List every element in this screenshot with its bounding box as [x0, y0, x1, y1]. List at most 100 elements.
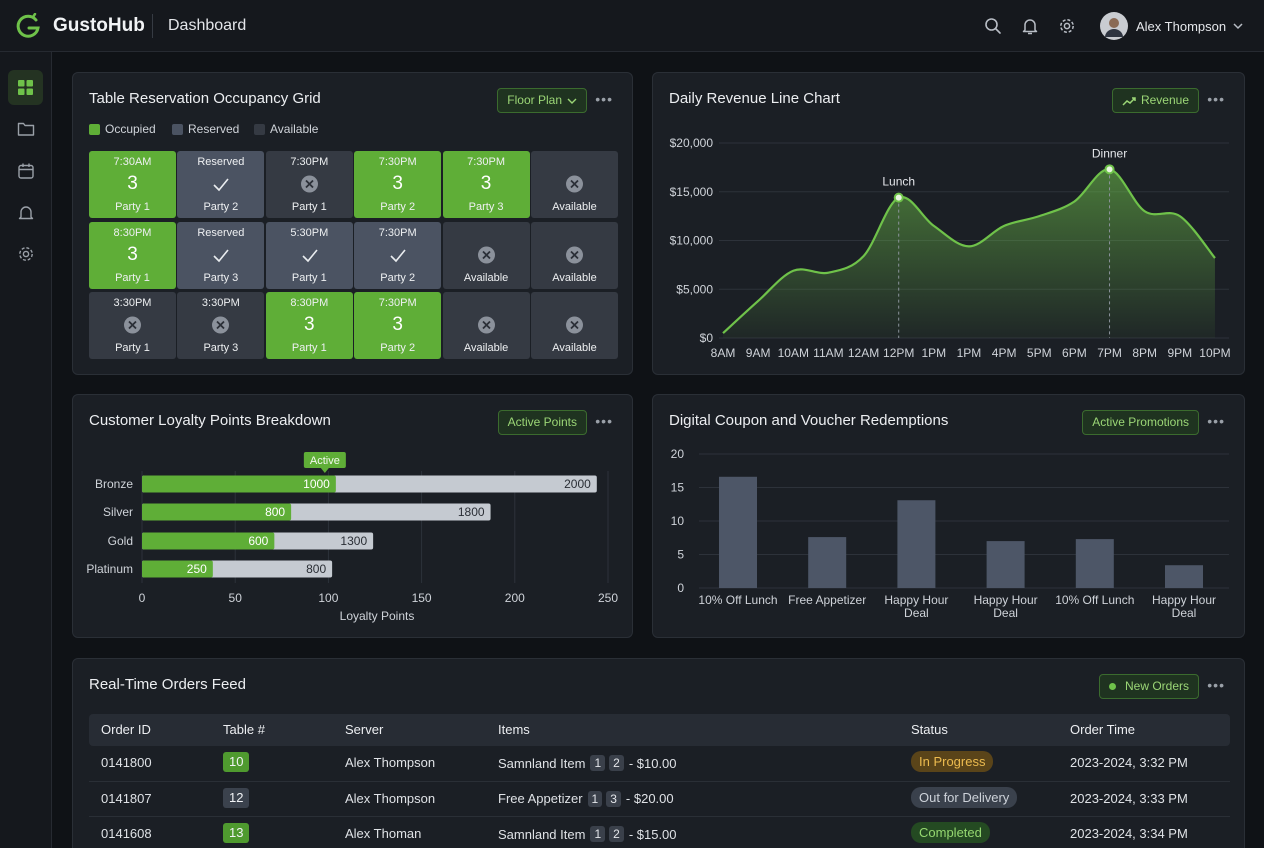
button-label: Active Points	[507, 415, 577, 429]
nav-calendar[interactable]	[17, 162, 35, 180]
y-tick-label: Silver	[103, 505, 133, 519]
user-name[interactable]: Alex Thompson	[1136, 19, 1227, 34]
trend-icon	[1122, 96, 1136, 106]
status-icon	[212, 316, 230, 334]
party-size: 3	[392, 173, 403, 194]
active-callout	[303, 452, 346, 468]
line-chart: $0 $5,000 $10,000 $15,000 $20,000 8AM 9AM 10AM 1…	[670, 136, 1231, 360]
panel-action-button[interactable]: Active Promotions	[1082, 410, 1199, 435]
table-row[interactable]: 0141807 12 Alex Thompson Free Appetizer 1 3 - …	[73, 786, 1246, 811]
series-name: Active	[310, 455, 340, 467]
bar-label: 1800	[458, 505, 485, 519]
bar-label: 800	[265, 505, 285, 519]
order-time: 2023-2024, 3:32 PM	[1070, 755, 1188, 770]
y-tick-label: 20	[671, 447, 685, 461]
table-row[interactable]: 0141800 10 Alex Thompson Samnland Item 1 2- $…	[73, 751, 1246, 775]
bar	[1165, 565, 1203, 588]
x-icon-cross	[305, 179, 314, 189]
trend-line	[1122, 96, 1136, 106]
user-menu-chevron[interactable]	[1232, 21, 1244, 31]
y-tick-label: $20,000	[670, 136, 714, 150]
table-cell[interactable]: Available	[531, 221, 618, 289]
x-icon-cross	[216, 320, 226, 330]
table-cell[interactable]: Available	[442, 292, 530, 359]
annotation-marker	[1104, 164, 1115, 175]
status-badge: Completed	[911, 822, 990, 843]
settings-icon[interactable]	[1058, 17, 1076, 35]
table-cell[interactable]: 7:30AM 3 Party 1	[89, 151, 176, 218]
status-icon	[300, 175, 318, 193]
x-tick-label: 5PM	[1027, 346, 1052, 360]
table-cell[interactable]: Available	[531, 151, 618, 218]
status-badge: Out for Delivery	[911, 786, 1018, 808]
item-option: 2	[609, 826, 624, 842]
table-cell[interactable]: Reserved Party 3	[177, 221, 265, 289]
nav-settings[interactable]	[17, 245, 35, 263]
cell-party: Available	[463, 271, 509, 284]
more-menu[interactable]: •••	[595, 413, 613, 429]
user-avatar[interactable]	[1100, 12, 1128, 40]
table-cell[interactable]: Available	[442, 221, 530, 289]
cell-party: Party 1	[291, 342, 327, 354]
item-option: 1	[590, 826, 606, 842]
notification-icon[interactable]	[1021, 17, 1039, 35]
status-icon	[477, 316, 495, 334]
more-menu[interactable]: •••	[595, 91, 613, 107]
x-tick-label: Happy Hour Deal	[884, 594, 949, 620]
more-menu[interactable]: •••	[1207, 91, 1225, 107]
order-id: 0141807	[101, 790, 152, 806]
table-cell[interactable]: 7:30PM 3 Party 3	[442, 151, 530, 218]
panel-action-button[interactable]: New Orders	[1098, 674, 1199, 699]
table-header	[89, 714, 1230, 746]
cell-party: Available	[552, 271, 597, 284]
panel-title: Daily Revenue Line Chart	[669, 90, 840, 107]
cell-party: Available	[552, 201, 597, 213]
items-cell: Free Appetizer 1 3 - $20.00	[498, 788, 674, 810]
item-price: - $15.00	[628, 826, 677, 842]
panel-action-button[interactable]: Active Points	[497, 410, 587, 435]
y-tick-label: $15,000	[670, 185, 714, 199]
column-header: Table #	[223, 722, 265, 737]
x-tick-label: 9PM	[1167, 346, 1192, 360]
status-icon	[477, 246, 495, 263]
bar	[986, 541, 1025, 588]
chevron-icon	[567, 98, 577, 104]
table-cell[interactable]: 7:30PM Party 2	[354, 221, 442, 289]
table-cell[interactable]: Reserved Party 2	[177, 151, 265, 218]
table-cell[interactable]: Available	[531, 292, 618, 359]
cell-time: Reserved	[197, 226, 245, 239]
table-cell[interactable]: 5:30PM Party 1	[265, 221, 353, 289]
bar	[719, 476, 757, 588]
more-menu[interactable]: •••	[1207, 677, 1225, 693]
search-icon[interactable]	[984, 17, 1002, 35]
panel-action-button[interactable]: Floor Plan	[497, 88, 587, 113]
bar	[142, 475, 336, 493]
active-callout-pointer	[320, 468, 329, 473]
cell-party: Party 1	[115, 342, 150, 354]
nav-files[interactable]	[17, 121, 35, 137]
table-cell[interactable]: 8:30PM 3 Party 1	[265, 292, 353, 359]
table-cell[interactable]: 3:30PM Party 1	[89, 292, 176, 359]
table-cell[interactable]: 8:30PM 3 Party 1	[89, 221, 176, 289]
panel: Table Reservation Occupancy Grid Floor Pl…	[72, 72, 633, 375]
nav-notifications[interactable]	[17, 204, 35, 222]
table-cell[interactable]: 7:30PM Party 1	[265, 151, 353, 218]
more-menu[interactable]: •••	[1207, 413, 1225, 429]
cell-party: Party 1	[115, 201, 150, 213]
table-row[interactable]: 0141608 13 Alex Thoman Samnland Item 1 2- $15…	[73, 822, 1246, 846]
status-icon	[302, 248, 318, 262]
x-tick-label: 150	[412, 591, 432, 605]
server-name: Alex Thompson	[345, 755, 436, 770]
legend-label: Occupied	[105, 122, 156, 136]
cell-time: 7:30PM	[378, 226, 417, 239]
check-icon	[213, 178, 230, 192]
nav-dashboard[interactable]	[8, 70, 43, 105]
table-cell[interactable]: 7:30PM 3 Party 2	[354, 151, 442, 218]
table-cell[interactable]: 3:30PM Party 3	[177, 292, 265, 359]
column-header: Server	[345, 722, 384, 737]
table-cell[interactable]: 7:30PM 3 Party 2	[354, 292, 442, 359]
panel-action-button[interactable]: Revenue	[1111, 88, 1199, 113]
panel-title: Real-Time Orders Feed	[89, 676, 246, 693]
x-label-box: Free Appetizer	[788, 594, 866, 607]
